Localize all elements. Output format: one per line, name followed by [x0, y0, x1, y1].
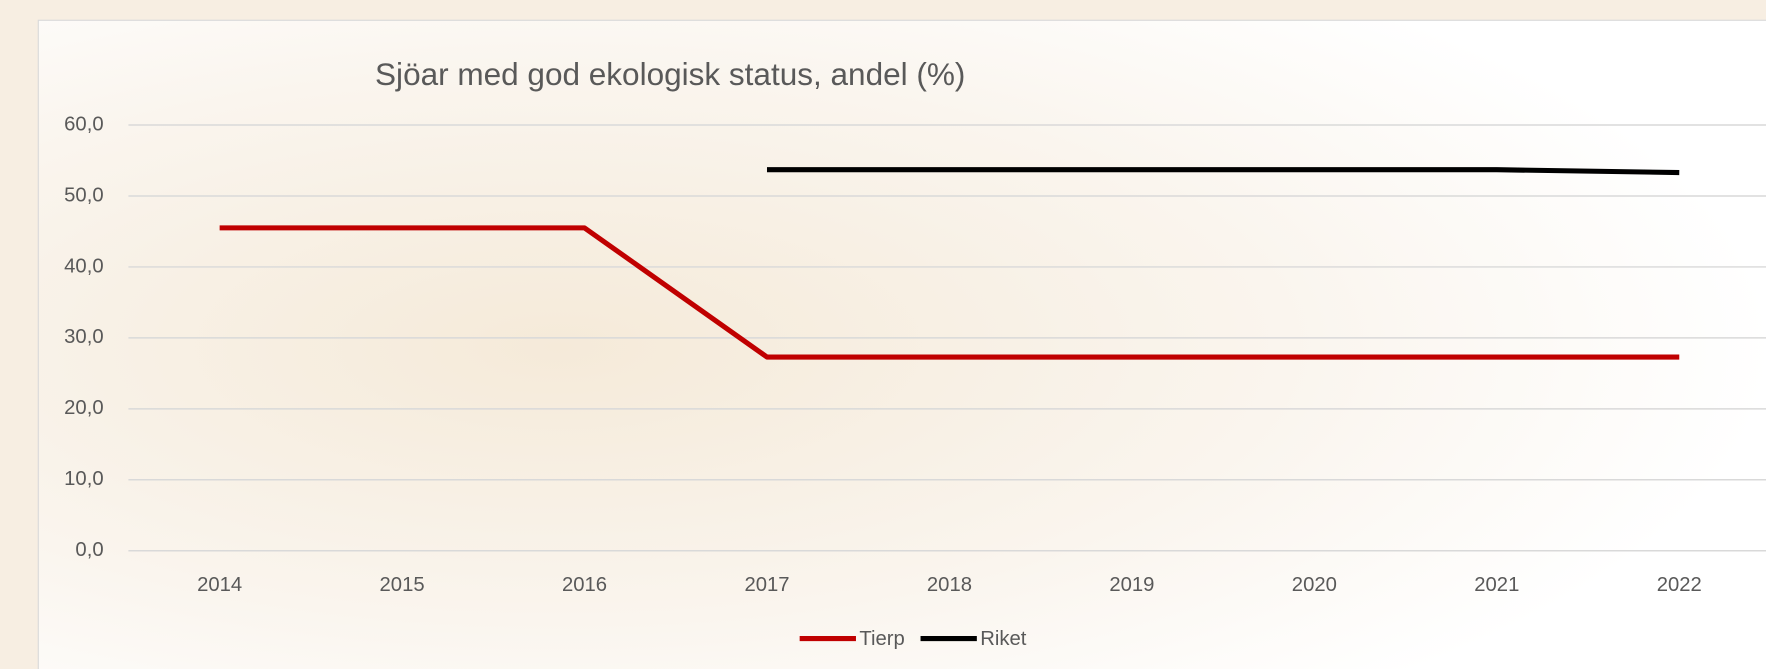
x-tick-label: 2022 — [1657, 574, 1702, 596]
plot — [219, 167, 1680, 360]
y-tick-label: 10,0 — [64, 468, 103, 490]
x-tick-label: 2018 — [927, 574, 972, 596]
x-tick-label: 2014 — [197, 574, 242, 596]
y-tick-label: 20,0 — [64, 397, 103, 419]
y-tick-label: 30,0 — [64, 326, 103, 348]
legend-label: Riket — [980, 628, 1027, 650]
y-tick-label: 0,0 — [75, 539, 103, 561]
chart-title: Sjöar med god ekologisk status, andel (%… — [375, 56, 965, 92]
x-tick-label: 2015 — [380, 574, 425, 596]
chart-area — [37, 19, 1766, 669]
y-tick-label: 50,0 — [64, 184, 103, 206]
y-tick-label: 40,0 — [64, 255, 103, 277]
x-tick-label: 2017 — [744, 574, 789, 596]
x-tick-label: 2021 — [1474, 574, 1519, 596]
legend: Tierp Riket — [799, 628, 1027, 650]
series-line — [766, 167, 1680, 176]
x-tick-label: 2020 — [1292, 574, 1337, 596]
x-tick-label: 2019 — [1109, 574, 1154, 596]
series-line — [219, 225, 1680, 360]
legend-label: Tierp — [859, 628, 904, 650]
y-tick-label: 60,0 — [64, 113, 103, 135]
x-tick-label: 2016 — [562, 574, 607, 596]
grid: 0,0 10,0 20,0 30,0 40,0 50,0 60,0 2014 2015 2016 2… — [64, 113, 1766, 596]
